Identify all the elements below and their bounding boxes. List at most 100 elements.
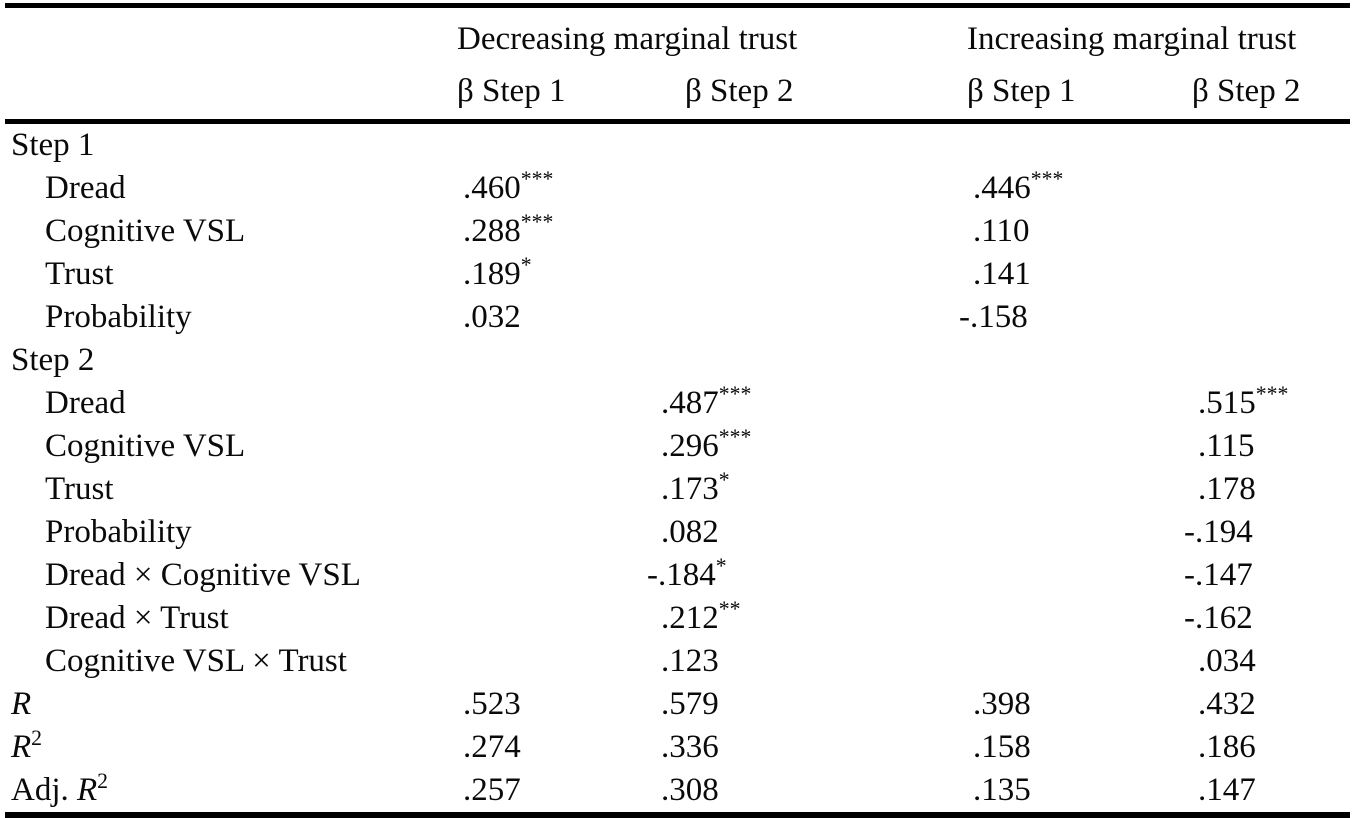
row-label-text: Probability	[45, 299, 192, 335]
row-step1-trust-value-2	[655, 253, 967, 296]
row-step1-dread-label: Dread	[5, 167, 457, 210]
beta-value: .274	[463, 729, 521, 765]
row-r-squared-value-2: .336	[655, 726, 967, 769]
significance-stars: ***	[520, 167, 554, 192]
row-label-italic-text: R	[77, 772, 98, 808]
row-dread-x-cognitive-vsl-value-3	[967, 554, 1192, 597]
row-r-squared: R2.274.336.158.186	[5, 726, 1350, 769]
beta-value: .336	[661, 729, 719, 765]
row-dread-x-trust-label: Dread × Trust	[5, 597, 457, 640]
beta-value: .257	[463, 772, 521, 808]
beta-value: .523	[463, 686, 521, 722]
beta-value: .123	[661, 643, 719, 679]
row-r-label: R	[5, 683, 457, 726]
row-label-text: Cognitive VSL × Trust	[45, 643, 347, 679]
section-step-1-value-1	[457, 122, 655, 168]
row-step2-probability-value-1	[457, 511, 655, 554]
row-step2-trust-value-4: .178	[1192, 468, 1350, 511]
row-step2-dread-label: Dread	[5, 382, 457, 425]
row-step2-dread-value-3	[967, 382, 1192, 425]
beta-value: .487	[661, 385, 719, 421]
section-step-1: Step 1	[5, 122, 1350, 168]
section-step-1-value-4	[1192, 122, 1350, 168]
row-adj-r-squared-value-2: .308	[655, 769, 967, 815]
section-step-2-value-3	[967, 339, 1192, 382]
row-cognitive-vsl-x-trust-value-2: .123	[655, 640, 967, 683]
beta-value: .579	[661, 686, 719, 722]
row-step1-trust: Trust .189* .141	[5, 253, 1350, 296]
group-header-decreasing: Decreasing marginal trust	[457, 20, 798, 57]
section-step-1-value-3	[967, 122, 1192, 168]
row-step1-dread-value-2	[655, 167, 967, 210]
beta-value: .158	[973, 729, 1031, 765]
row-step2-dread-value-2: .487***	[655, 382, 967, 425]
row-dread-x-trust-value-4: -.162	[1184, 597, 1350, 640]
row-adj-r-squared: Adj. R2.257.308.135.147	[5, 769, 1350, 815]
table-body: Step 1 Dread .460*** .446*** Cognitive VSL .2…	[5, 122, 1350, 816]
row-adj-r-squared-value-3: .135	[967, 769, 1192, 815]
row-r-value-3: .398	[967, 683, 1192, 726]
beta-value: .173	[661, 471, 719, 507]
row-r-squared-value-1: .274	[457, 726, 655, 769]
row-step1-trust-value-3: .141	[967, 253, 1192, 296]
row-step1-probability-value-2	[655, 296, 967, 339]
row-r-value-1: .523	[457, 683, 655, 726]
beta-value: .115	[1198, 428, 1255, 464]
beta-value: .110	[973, 213, 1030, 249]
row-step2-dread-value-4: .515***	[1192, 382, 1350, 425]
beta-value: .515	[1198, 385, 1256, 421]
row-step2-trust: Trust .173* .178	[5, 468, 1350, 511]
beta-value: .082	[661, 514, 719, 550]
row-r-squared-value-3: .158	[967, 726, 1192, 769]
significance-stars: **	[718, 597, 741, 622]
col-header-inc-beta-step1: β Step 1	[967, 64, 1192, 124]
beta-value: .308	[661, 772, 719, 808]
significance-stars: ***	[718, 425, 752, 450]
col-header-dec-beta-step2: β Step 2	[655, 64, 967, 124]
row-dread-x-cognitive-vsl-value-4: -.147	[1184, 554, 1350, 597]
row-label-superscript: 2	[97, 769, 109, 794]
col-header-dec-beta-step1: β Step 1	[457, 64, 655, 124]
row-label-text: Dread × Cognitive VSL	[45, 557, 361, 593]
row-step1-probability-label: Probability	[5, 296, 457, 339]
row-label-italic-text: R	[11, 729, 32, 765]
row-step2-cognitive-vsl-value-1	[457, 425, 655, 468]
row-dread-x-trust-value-3	[967, 597, 1192, 640]
row-step1-cognitive-vsl-value-4	[1192, 210, 1350, 253]
row-step1-dread-value-4	[1192, 167, 1350, 210]
beta-value: .189	[463, 256, 521, 292]
beta-value: .147	[1198, 772, 1256, 808]
section-step-2-value-4	[1192, 339, 1350, 382]
row-step1-trust-label: Trust	[5, 253, 457, 296]
paper-table-page: Decreasing marginal trust Increasing mar…	[0, 3, 1356, 818]
beta-value: .296	[661, 428, 719, 464]
row-step2-probability-label: Probability	[5, 511, 457, 554]
beta-value: .178	[1198, 471, 1256, 507]
beta-value: .186	[1198, 729, 1256, 765]
row-step2-dread-value-1	[457, 382, 655, 425]
empty-corner-cell	[5, 6, 457, 65]
section-step-1-value-2	[655, 122, 967, 168]
row-step1-trust-value-1: .189*	[457, 253, 655, 296]
row-dread-x-cognitive-vsl-value-2: -.184*	[647, 554, 967, 597]
row-dread-x-trust-value-1	[457, 597, 655, 640]
row-label-text: Dread	[45, 170, 126, 206]
row-step2-probability-value-3	[967, 511, 1192, 554]
row-step1-cognitive-vsl-value-2	[655, 210, 967, 253]
section-step-2-value-1	[457, 339, 655, 382]
row-step1-cognitive-vsl-value-3: .110	[967, 210, 1192, 253]
row-dread-x-trust: Dread × Trust .212** -.162	[5, 597, 1350, 640]
row-step2-probability-value-4: -.194	[1184, 511, 1350, 554]
row-dread-x-cognitive-vsl-label: Dread × Cognitive VSL	[5, 554, 457, 597]
beta-value: .460	[463, 170, 521, 206]
significance-stars: ***	[1030, 167, 1064, 192]
beta-value: .288	[463, 213, 521, 249]
beta-value: .135	[973, 772, 1031, 808]
beta-value: -.194	[1184, 514, 1253, 550]
row-adj-r-squared-value-4: .147	[1192, 769, 1350, 815]
row-step2-probability: Probability .082 -.194	[5, 511, 1350, 554]
row-step2-trust-label: Trust	[5, 468, 457, 511]
row-step2-cognitive-vsl-label: Cognitive VSL	[5, 425, 457, 468]
beta-value: .032	[463, 299, 521, 335]
row-label-text: Dread × Trust	[45, 600, 229, 636]
